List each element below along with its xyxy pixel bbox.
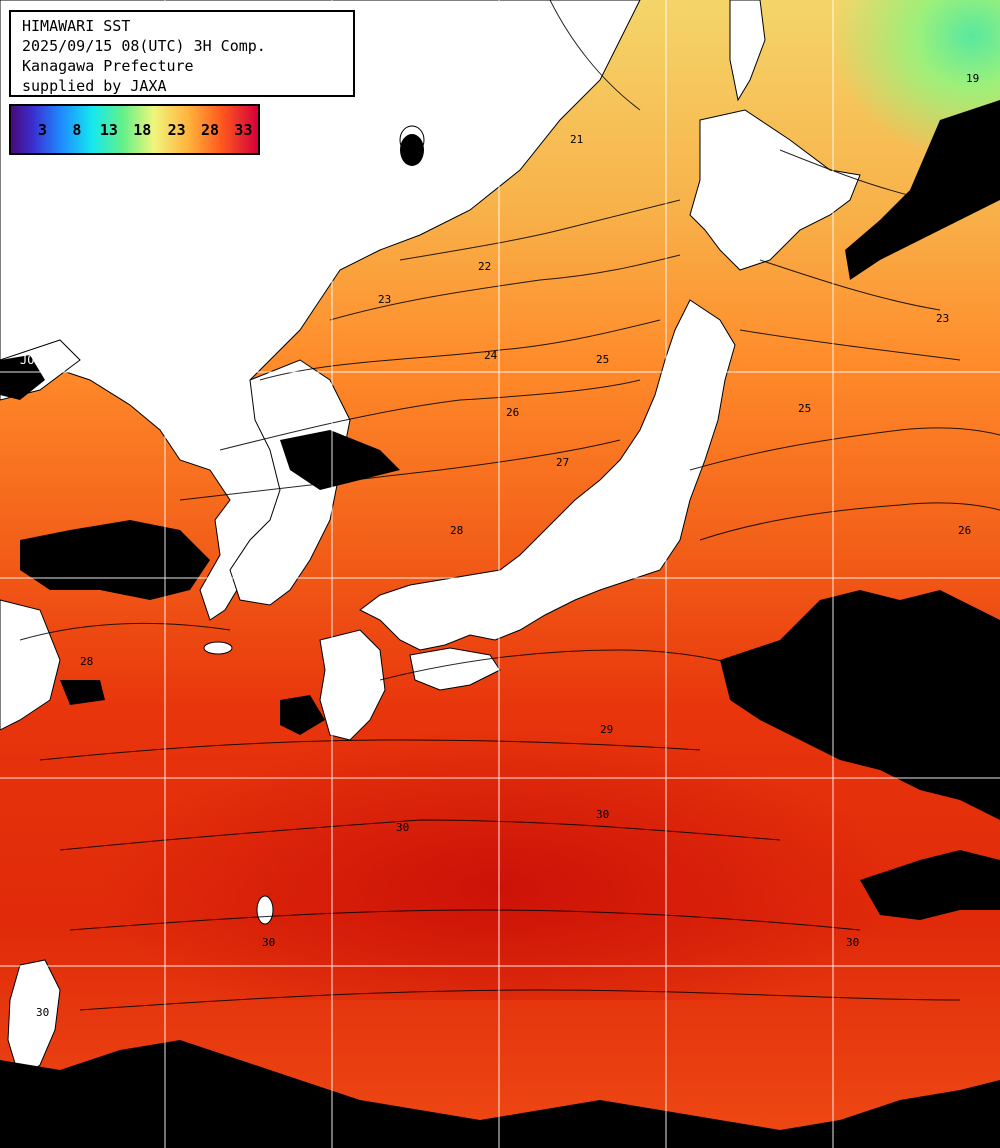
legend-tick: 3 — [38, 120, 48, 139]
kyushu — [319, 629, 386, 741]
credit-label: supplied by JAXA — [22, 77, 167, 95]
contour-label: 25 — [596, 353, 609, 366]
contour-label: 21 — [570, 133, 583, 146]
legend-tick: 33 — [234, 120, 253, 139]
contour-label: 30 — [262, 936, 275, 949]
cloud-mask — [0, 100, 1000, 1148]
legend-tick: 23 — [167, 120, 186, 139]
contour-label: 28 — [140, 544, 153, 557]
contour-label: 30 — [36, 1006, 49, 1019]
color-scale-legend: 3 8 13 18 23 28 33 — [9, 104, 260, 155]
contour-label: 24 — [484, 349, 498, 362]
korean-peninsula — [229, 359, 351, 606]
contour-label: 30 — [846, 936, 859, 949]
title-box: HIMAWARI SST 2025/09/15 08(UTC) 3H Comp.… — [9, 10, 355, 97]
china-coast — [0, 599, 61, 731]
product-title: HIMAWARI SST — [22, 17, 131, 35]
sakhalin — [729, 0, 766, 102]
region-label: Kanagawa Prefecture — [22, 57, 194, 75]
contour-label: 23 — [936, 312, 949, 325]
legend-tick: 8 — [72, 120, 82, 139]
contour-label: 27 — [556, 456, 569, 469]
contour-label: 29 — [600, 723, 613, 736]
taiwan — [7, 959, 61, 1081]
contour-label: 23 — [378, 293, 391, 306]
timestamp: 2025/09/15 08(UTC) 3H Comp. — [22, 37, 266, 55]
contour-label: 26 — [506, 406, 519, 419]
isotherm-labels: 21 22 23 24 25 26 27 28 29 30 30 23 25 2… — [36, 72, 979, 1019]
jeju-island — [203, 641, 233, 655]
contour-label: 28 — [450, 524, 463, 537]
isotherms — [19, 0, 1000, 1011]
contour-label: 30 — [396, 821, 409, 834]
place-label: JON — [20, 353, 42, 367]
contour-label: 26 — [958, 524, 971, 537]
land — [0, 0, 861, 1081]
shikoku — [409, 647, 501, 691]
okinawa-island — [256, 895, 274, 925]
contour-label: 22 — [478, 260, 491, 273]
honshu — [359, 299, 736, 651]
contour-label: 25 — [798, 402, 811, 415]
legend-tick: 13 — [99, 120, 118, 139]
contour-label: 30 — [596, 808, 609, 821]
hokkaido — [689, 109, 861, 271]
legend-tick: 28 — [201, 120, 220, 139]
contour-label: 28 — [80, 655, 93, 668]
legend-tick: 18 — [133, 120, 152, 139]
contour-label: 19 — [966, 72, 979, 85]
